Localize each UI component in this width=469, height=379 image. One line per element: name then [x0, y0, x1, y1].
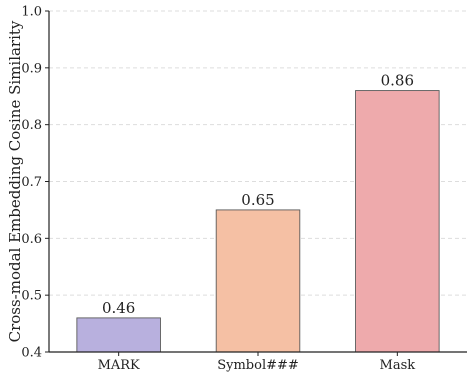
data-label: 0.86: [381, 72, 414, 90]
y-tick-label: 0.7: [21, 175, 42, 190]
data-labels: 0.46 0.65 0.86: [102, 72, 414, 317]
data-label: 0.46: [102, 299, 135, 317]
data-label: 0.65: [241, 191, 274, 209]
bar-mask: [355, 90, 440, 353]
y-tick-label: 0.8: [21, 118, 42, 133]
y-tick-label: 0.6: [21, 232, 42, 247]
x-tick-label: Mask: [380, 358, 416, 373]
tick-labels: 0.4 0.5 0.6 0.7 0.8 0.9 1.0 MARK Symbol### Mask: [21, 5, 415, 374]
bar-symbol: [215, 209, 301, 353]
x-tick-label: Symbol###: [217, 358, 299, 373]
bar-mark: [76, 317, 161, 353]
y-tick-label: 0.5: [21, 289, 42, 304]
y-tick-label: 0.9: [21, 61, 42, 76]
y-axis-title: Cross-modal Embedding Cosine Similarity: [6, 20, 24, 342]
bars: [76, 90, 440, 353]
y-tick-label: 1.0: [21, 5, 42, 20]
x-tick-label: MARK: [98, 358, 140, 373]
y-tick-label: 0.4: [21, 346, 42, 361]
